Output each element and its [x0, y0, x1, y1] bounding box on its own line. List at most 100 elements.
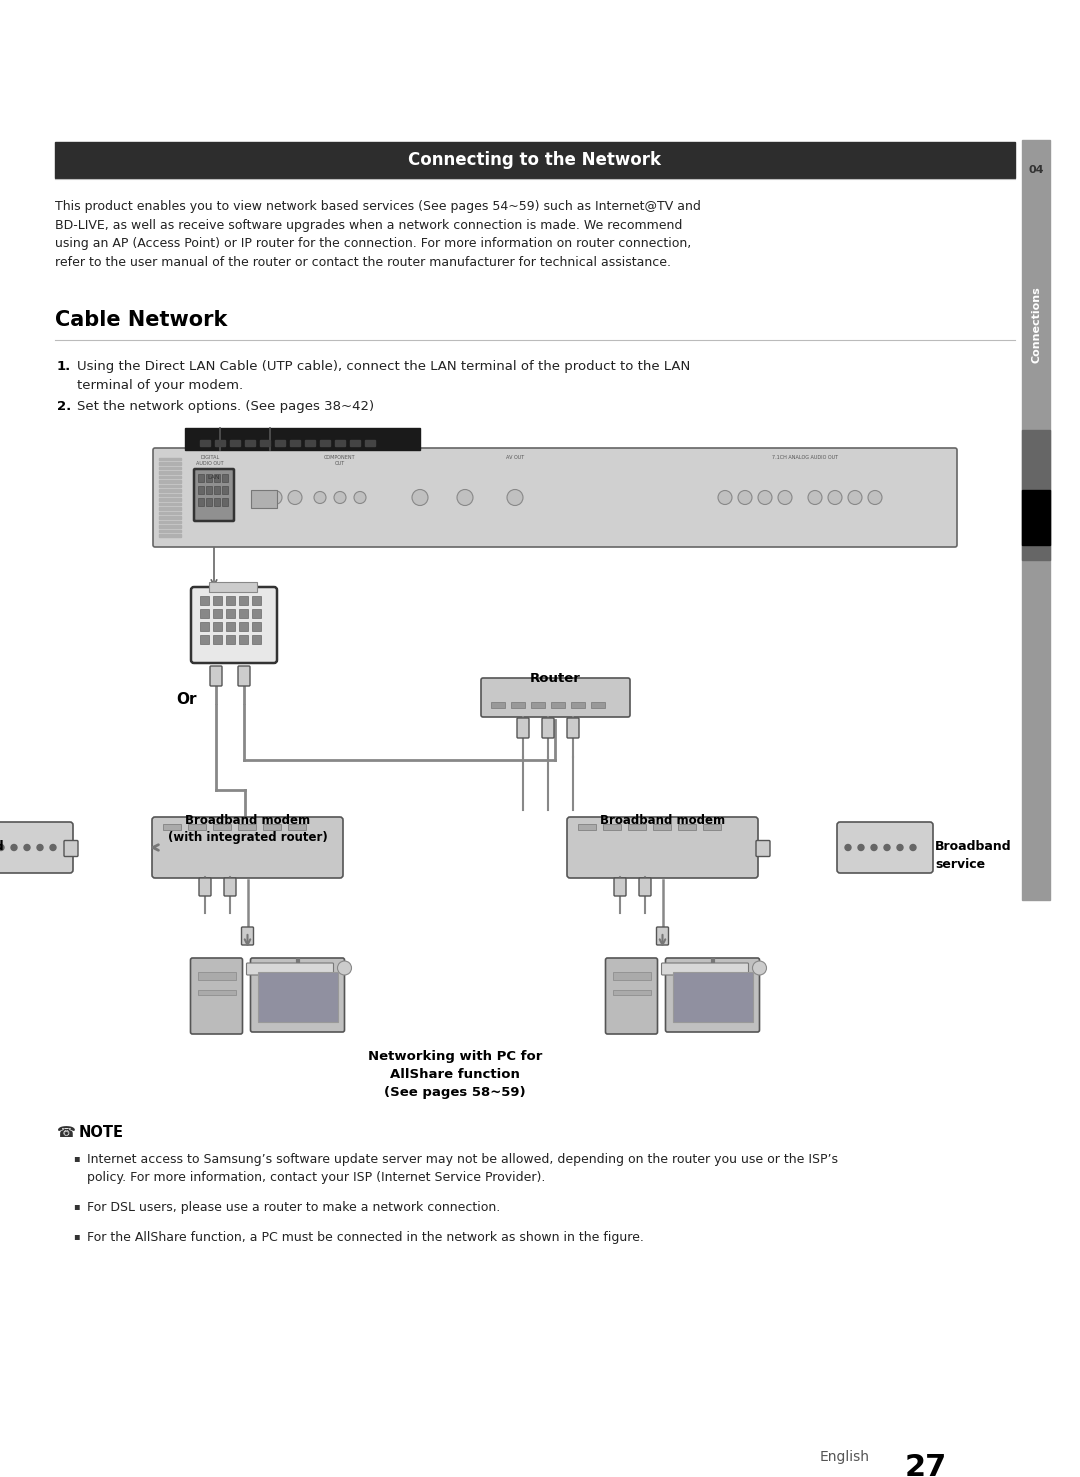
Text: Broadband
service: Broadband service: [935, 839, 1012, 870]
Bar: [159, 458, 181, 459]
Bar: [335, 440, 345, 446]
Bar: [213, 597, 222, 606]
Bar: [213, 609, 222, 617]
Bar: [226, 609, 235, 617]
Bar: [222, 474, 228, 482]
Text: Cable Network: Cable Network: [55, 310, 228, 329]
Bar: [198, 990, 235, 995]
Bar: [226, 622, 235, 631]
FancyBboxPatch shape: [639, 877, 651, 897]
Bar: [159, 535, 181, 536]
Text: Router: Router: [530, 672, 581, 685]
Bar: [226, 597, 235, 606]
FancyBboxPatch shape: [251, 959, 345, 1032]
Bar: [200, 622, 210, 631]
Text: Internet access to Samsung’s software update server may not be allowed, dependin: Internet access to Samsung’s software up…: [87, 1154, 838, 1185]
Bar: [198, 474, 204, 482]
Text: 27: 27: [905, 1453, 947, 1477]
Circle shape: [718, 490, 732, 505]
FancyBboxPatch shape: [153, 448, 957, 546]
FancyBboxPatch shape: [606, 959, 658, 1034]
FancyBboxPatch shape: [194, 470, 234, 521]
Text: ☎: ☎: [57, 1125, 76, 1140]
Bar: [159, 462, 181, 464]
Bar: [260, 440, 270, 446]
Bar: [55, 142, 1015, 179]
Text: Connections: Connections: [1031, 287, 1041, 363]
Bar: [653, 824, 671, 830]
Bar: [200, 635, 210, 644]
Text: Connecting to the Network: Connecting to the Network: [408, 151, 661, 168]
Circle shape: [897, 845, 903, 851]
Text: LAN: LAN: [207, 476, 220, 480]
Bar: [571, 702, 585, 707]
Bar: [350, 440, 360, 446]
Bar: [251, 489, 276, 508]
Bar: [159, 476, 181, 479]
Bar: [239, 622, 248, 631]
Circle shape: [858, 845, 864, 851]
Circle shape: [334, 492, 346, 504]
Bar: [213, 824, 231, 830]
FancyBboxPatch shape: [661, 963, 748, 975]
Bar: [222, 486, 228, 493]
Circle shape: [870, 845, 877, 851]
Circle shape: [337, 962, 351, 975]
Bar: [159, 471, 181, 474]
Bar: [1022, 490, 1050, 545]
Bar: [159, 511, 181, 514]
FancyBboxPatch shape: [657, 928, 669, 945]
FancyBboxPatch shape: [567, 817, 758, 877]
Bar: [163, 824, 181, 830]
Bar: [159, 484, 181, 487]
FancyBboxPatch shape: [0, 823, 73, 873]
Bar: [159, 529, 181, 532]
FancyBboxPatch shape: [665, 959, 759, 1032]
Text: English: English: [820, 1450, 870, 1464]
Circle shape: [885, 845, 890, 851]
Bar: [213, 622, 222, 631]
Text: This product enables you to view network based services (See pages 54~59) such a: This product enables you to view network…: [55, 199, 701, 269]
Text: Broadband modem
(with integrated router): Broadband modem (with integrated router): [167, 814, 327, 843]
Bar: [275, 440, 285, 446]
Bar: [200, 597, 210, 606]
Bar: [238, 824, 256, 830]
Text: 1.: 1.: [57, 360, 71, 374]
Circle shape: [288, 490, 302, 505]
Bar: [185, 428, 420, 450]
FancyBboxPatch shape: [191, 586, 276, 663]
Text: For the AllShare function, a PC must be connected in the network as shown in the: For the AllShare function, a PC must be …: [87, 1230, 644, 1244]
Circle shape: [753, 962, 767, 975]
Circle shape: [868, 490, 882, 505]
Circle shape: [0, 845, 4, 851]
Bar: [159, 480, 181, 483]
Bar: [578, 824, 596, 830]
Bar: [198, 486, 204, 493]
Text: Networking with PC for
AllShare function
(See pages 58~59): Networking with PC for AllShare function…: [368, 1050, 542, 1099]
Bar: [239, 635, 248, 644]
Bar: [206, 474, 212, 482]
Text: ▪: ▪: [73, 1154, 80, 1162]
Bar: [159, 493, 181, 496]
Bar: [159, 502, 181, 505]
Circle shape: [778, 490, 792, 505]
FancyBboxPatch shape: [210, 666, 222, 685]
Bar: [239, 597, 248, 606]
FancyBboxPatch shape: [199, 877, 211, 897]
Circle shape: [828, 490, 842, 505]
Circle shape: [24, 845, 30, 851]
Bar: [627, 824, 646, 830]
Circle shape: [411, 489, 428, 505]
Bar: [159, 498, 181, 501]
Bar: [214, 498, 220, 507]
FancyBboxPatch shape: [64, 840, 78, 857]
FancyBboxPatch shape: [238, 666, 249, 685]
Circle shape: [758, 490, 772, 505]
Circle shape: [37, 845, 43, 851]
Bar: [159, 520, 181, 523]
Bar: [222, 498, 228, 507]
FancyBboxPatch shape: [246, 963, 334, 975]
Circle shape: [354, 492, 366, 504]
Bar: [198, 498, 204, 507]
Bar: [612, 972, 650, 981]
